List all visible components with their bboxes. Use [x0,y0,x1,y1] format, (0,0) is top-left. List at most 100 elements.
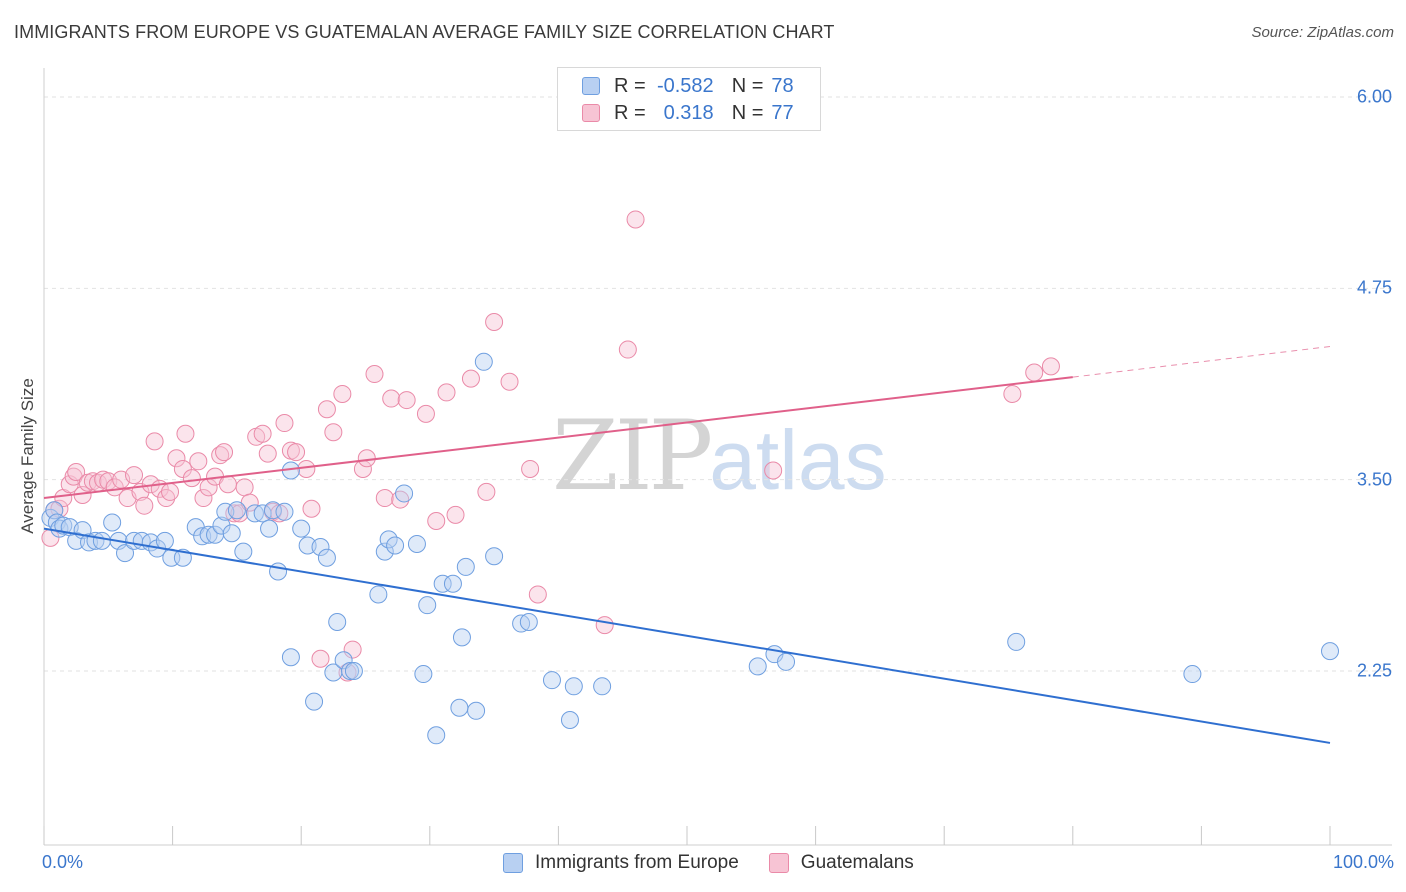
guatemalans-point [173,459,192,478]
europe-point [67,531,86,550]
series-legend-guatemalans[interactable]: Guatemalans [768,852,914,874]
guatemalans-point [302,499,321,518]
europe-point [512,614,531,633]
europe-point [519,613,538,632]
series-legend-europe[interactable]: Immigrants from Europe [503,852,739,874]
axes [43,68,1392,846]
guatemalans-point [161,482,180,501]
guatemalans-point [764,461,783,480]
europe-point [281,648,300,667]
source-credit: Source: ZipAtlas.com [1251,24,1394,41]
europe-point [1321,642,1339,661]
guatemalans-point [500,372,519,391]
guatemalans-point [167,449,186,468]
legend-swatch-europe [582,77,600,95]
europe-point [777,652,796,671]
europe-point [234,542,253,561]
guatemalans-point [258,444,277,463]
europe-point [344,662,363,680]
europe-point [341,662,360,680]
europe-point [275,502,294,521]
guatemalans-point [324,423,343,442]
guatemalans-point [135,496,154,515]
guatemalans-point [477,482,496,501]
x-tick-label-min: 0.0% [42,852,84,872]
europe-point [407,534,426,553]
y-tick-label: 2.25 [1356,660,1392,681]
europe-point [92,531,111,550]
series-label-guatemalans: Guatemalans [800,852,914,873]
guatemalans-point [528,585,547,604]
series-label-europe: Immigrants from Europe [535,852,739,873]
guatemalans-point [618,340,637,359]
guatemalans-point [311,649,330,668]
europe-point [305,692,324,711]
europe-point [260,519,279,538]
guatemalans-trend-line [43,376,1073,500]
europe-point [54,516,73,535]
europe-point [485,547,504,566]
europe-point [227,501,246,520]
europe-point [418,596,437,615]
legend-n-label: N = [731,74,764,97]
legend-swatch-guatemalans [582,104,600,122]
europe-point [292,519,311,538]
europe-point [433,574,452,593]
europe-point [395,484,414,503]
guatemalans-point [365,365,384,384]
guatemalans-point [105,478,124,497]
guatemalans-point [382,389,401,408]
guatemalans-point [275,414,294,433]
europe-point [80,533,99,552]
europe-point [1007,632,1026,651]
guatemalans-point [416,404,435,423]
guatemalans-point [626,210,645,229]
guatemalans-point [595,616,614,635]
guatemalans-point [437,383,456,402]
guatemalans-point [485,313,504,332]
europe-point [253,504,272,523]
europe-point [593,677,612,696]
guatemalans-point [521,459,540,478]
europe-point [245,504,264,523]
europe-point [317,548,336,567]
europe-point [369,585,388,604]
europe-point [1183,665,1202,684]
guatemalans-point [215,443,234,462]
guatemalans-point [125,466,144,485]
legend-n-value: 77 [771,101,794,124]
trend-lines [43,346,1331,744]
legend-r-label: R = [614,101,646,124]
europe-points [41,352,1339,745]
guatemalans-point [333,384,352,403]
series-swatch-europe [503,853,523,873]
guatemalans-point [1041,357,1060,376]
guatemalans-point [176,424,195,443]
guatemalans-point [1003,384,1022,403]
europe-trend-line [43,527,1331,744]
europe-point [269,562,288,581]
europe-point [116,544,135,563]
guatemalans-point [145,432,164,451]
europe-point [193,527,212,546]
guatemalans-point [218,475,237,494]
guatemalans-point [235,478,254,497]
guatemalans-point [189,452,208,471]
europe-point [443,574,462,593]
guatemalans-trend-extension [1072,346,1331,378]
europe-point [212,516,231,535]
guatemalans-point [427,511,446,530]
europe-point [199,525,218,544]
europe-point [427,726,446,745]
guatemalans-point [225,504,244,523]
europe-point [474,352,493,371]
guatemalans-point [357,449,376,468]
europe-point [748,657,767,676]
europe-point [328,613,347,632]
guatemalans-point [287,443,306,462]
guatemalans-point [1025,363,1044,382]
legend-row-europe: R = -0.582 N = 78 [582,73,794,99]
y-tick-label: 4.75 [1356,277,1392,298]
europe-point [222,524,241,543]
